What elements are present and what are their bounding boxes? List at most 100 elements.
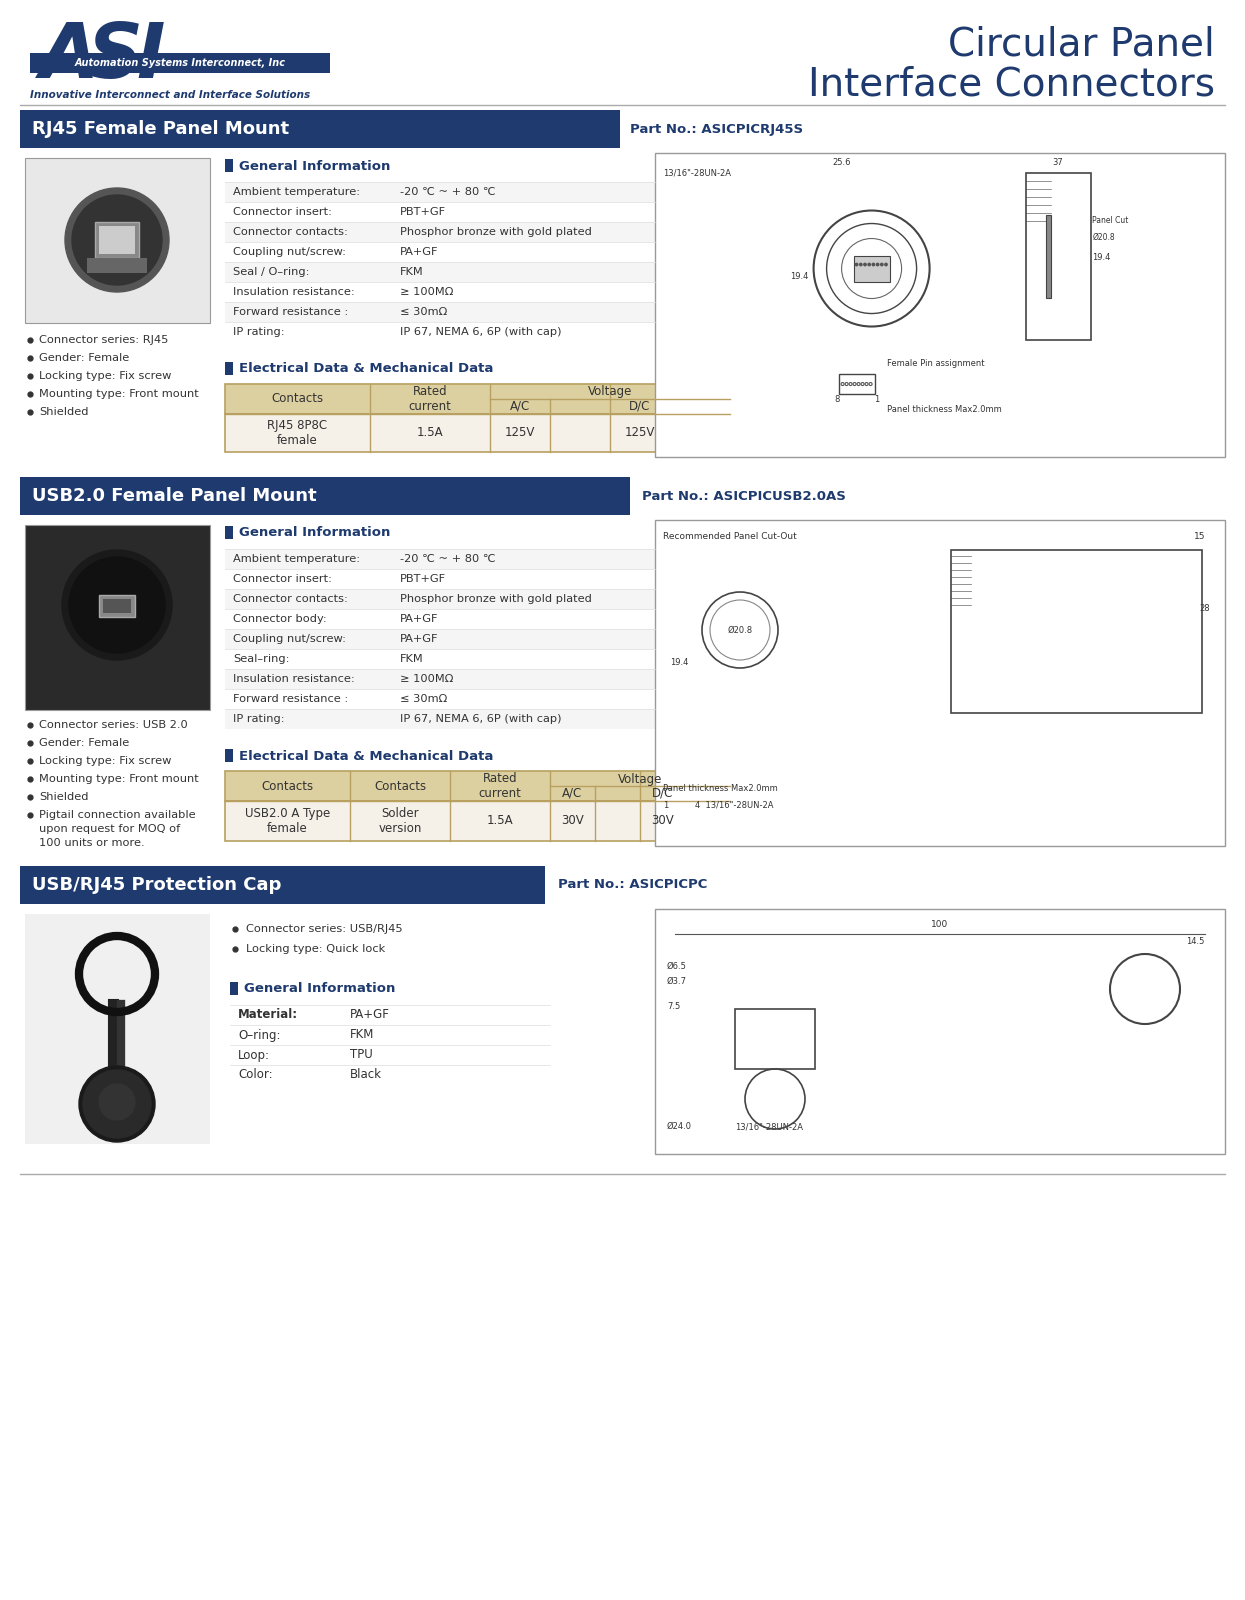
- Text: Phosphor bronze with gold plated: Phosphor bronze with gold plated: [400, 227, 591, 237]
- Circle shape: [63, 602, 70, 608]
- Text: Circular Panel: Circular Panel: [949, 26, 1215, 64]
- Text: 13/16"-28UN-2A: 13/16"-28UN-2A: [735, 1122, 803, 1131]
- Text: Part No.: ASICPICPC: Part No.: ASICPICPC: [558, 878, 707, 891]
- Circle shape: [115, 552, 120, 558]
- Text: 37: 37: [1052, 158, 1063, 166]
- Bar: [655, 909, 1225, 1154]
- Text: ≤ 30mΩ: ≤ 30mΩ: [400, 307, 447, 317]
- Text: D/C: D/C: [652, 787, 674, 800]
- Text: Part No.: ASICPICRJ45S: Part No.: ASICPICRJ45S: [630, 123, 803, 136]
- Text: PA+GF: PA+GF: [350, 1008, 390, 1021]
- Text: 25.6: 25.6: [833, 158, 850, 166]
- Text: Coupling nut/screw:: Coupling nut/screw:: [233, 246, 346, 258]
- Bar: [225, 669, 655, 690]
- Text: ≤ 30mΩ: ≤ 30mΩ: [400, 694, 447, 704]
- Bar: [1026, 173, 1091, 341]
- Text: IP 67, NEMA 6, 6P (with cap): IP 67, NEMA 6, 6P (with cap): [400, 326, 561, 338]
- Text: Coupling nut/screw:: Coupling nut/screw:: [233, 634, 346, 643]
- Text: S: S: [88, 19, 143, 94]
- Text: Ambient temperature:: Ambient temperature:: [233, 187, 360, 197]
- Text: Mounting type: Front mount: Mounting type: Front mount: [39, 389, 199, 398]
- Text: Panel Cut: Panel Cut: [1093, 216, 1129, 226]
- Circle shape: [885, 264, 888, 266]
- Circle shape: [164, 602, 171, 608]
- Bar: [25, 158, 210, 323]
- Bar: [225, 549, 655, 570]
- Bar: [951, 550, 1203, 714]
- Text: Contacts: Contacts: [374, 779, 426, 792]
- Circle shape: [864, 264, 867, 266]
- Bar: [20, 477, 630, 515]
- Text: Contacts: Contacts: [261, 779, 314, 792]
- Text: Connector contacts:: Connector contacts:: [233, 594, 347, 603]
- Text: 125V: 125V: [504, 427, 535, 440]
- Bar: [225, 262, 655, 282]
- Circle shape: [859, 264, 862, 266]
- Text: Seal–ring:: Seal–ring:: [233, 654, 290, 664]
- Text: Connector insert:: Connector insert:: [233, 206, 332, 218]
- Bar: [735, 1010, 815, 1069]
- Text: Forward resistance :: Forward resistance :: [233, 694, 349, 704]
- Text: Panel thickness Max2.0mm: Panel thickness Max2.0mm: [886, 405, 1001, 414]
- Text: Shielded: Shielded: [39, 792, 88, 802]
- Circle shape: [71, 578, 77, 582]
- Text: FKM: FKM: [350, 1029, 375, 1042]
- Circle shape: [115, 653, 120, 658]
- Text: Forward resistance :: Forward resistance :: [233, 307, 349, 317]
- Text: Interface Connectors: Interface Connectors: [808, 66, 1215, 104]
- Bar: [225, 302, 655, 322]
- Text: ≥ 100MΩ: ≥ 100MΩ: [400, 286, 453, 298]
- Text: Locking type: Fix screw: Locking type: Fix screw: [39, 371, 172, 381]
- Text: General Information: General Information: [239, 526, 391, 539]
- Text: Ø24.0: Ø24.0: [667, 1122, 692, 1131]
- Circle shape: [71, 627, 77, 634]
- Text: Automation Systems Interconnect, Inc: Automation Systems Interconnect, Inc: [75, 58, 285, 67]
- Text: Pigtail connection available: Pigtail connection available: [39, 810, 195, 819]
- Text: TPU: TPU: [350, 1048, 372, 1061]
- Text: Seal / O–ring:: Seal / O–ring:: [233, 267, 310, 277]
- Text: IP rating:: IP rating:: [233, 714, 285, 723]
- Text: Panel thickness Max2.0mm: Panel thickness Max2.0mm: [664, 784, 778, 794]
- Bar: [854, 256, 890, 282]
- Circle shape: [68, 557, 166, 653]
- Circle shape: [62, 550, 172, 659]
- Text: Color:: Color:: [238, 1069, 273, 1082]
- Circle shape: [139, 558, 144, 565]
- Bar: [100, 226, 134, 254]
- Circle shape: [83, 1070, 151, 1138]
- Text: -20 ℃ ~ + 80 ℃: -20 ℃ ~ + 80 ℃: [400, 554, 496, 565]
- Text: Ø20.8: Ø20.8: [727, 626, 752, 635]
- Text: Gender: Female: Gender: Female: [39, 354, 129, 363]
- Bar: [225, 589, 655, 610]
- Circle shape: [139, 645, 144, 651]
- Text: Electrical Data & Mechanical Data: Electrical Data & Mechanical Data: [239, 749, 493, 763]
- Text: 30V: 30V: [651, 814, 674, 827]
- Text: A/C: A/C: [563, 787, 583, 800]
- Text: 19.4: 19.4: [1093, 253, 1111, 262]
- Text: PBT+GF: PBT+GF: [400, 206, 446, 218]
- Text: Rated
current: Rated current: [478, 773, 522, 800]
- Text: 13/16"-28UN-2A: 13/16"-28UN-2A: [664, 168, 731, 178]
- Text: 19.4: 19.4: [670, 658, 688, 667]
- Bar: [25, 914, 210, 1144]
- Text: Innovative Interconnect and Interface Solutions: Innovative Interconnect and Interface So…: [30, 90, 310, 99]
- Text: Connector insert:: Connector insert:: [233, 574, 332, 584]
- Text: 1.5A: 1.5A: [417, 427, 443, 440]
- Text: 19.4: 19.4: [791, 272, 808, 280]
- Bar: [100, 595, 134, 618]
- Text: Part No.: ASICPICUSB2.0AS: Part No.: ASICPICUSB2.0AS: [642, 490, 845, 502]
- Text: 14.5: 14.5: [1185, 938, 1204, 946]
- Text: Solder
version: Solder version: [378, 806, 422, 835]
- Text: 7.5: 7.5: [667, 1002, 680, 1011]
- Text: Connector contacts:: Connector contacts:: [233, 227, 347, 237]
- Text: Insulation resistance:: Insulation resistance:: [233, 674, 355, 685]
- Bar: [1046, 214, 1051, 298]
- Text: Shielded: Shielded: [39, 406, 88, 418]
- Circle shape: [72, 195, 162, 285]
- Bar: [95, 222, 139, 258]
- Text: Material:: Material:: [238, 1008, 298, 1021]
- Bar: [30, 53, 330, 74]
- Text: Locking type: Fix screw: Locking type: Fix screw: [39, 757, 172, 766]
- Text: USB2.0 Female Panel Mount: USB2.0 Female Panel Mount: [32, 486, 316, 506]
- Text: Rated
current: Rated current: [408, 386, 452, 413]
